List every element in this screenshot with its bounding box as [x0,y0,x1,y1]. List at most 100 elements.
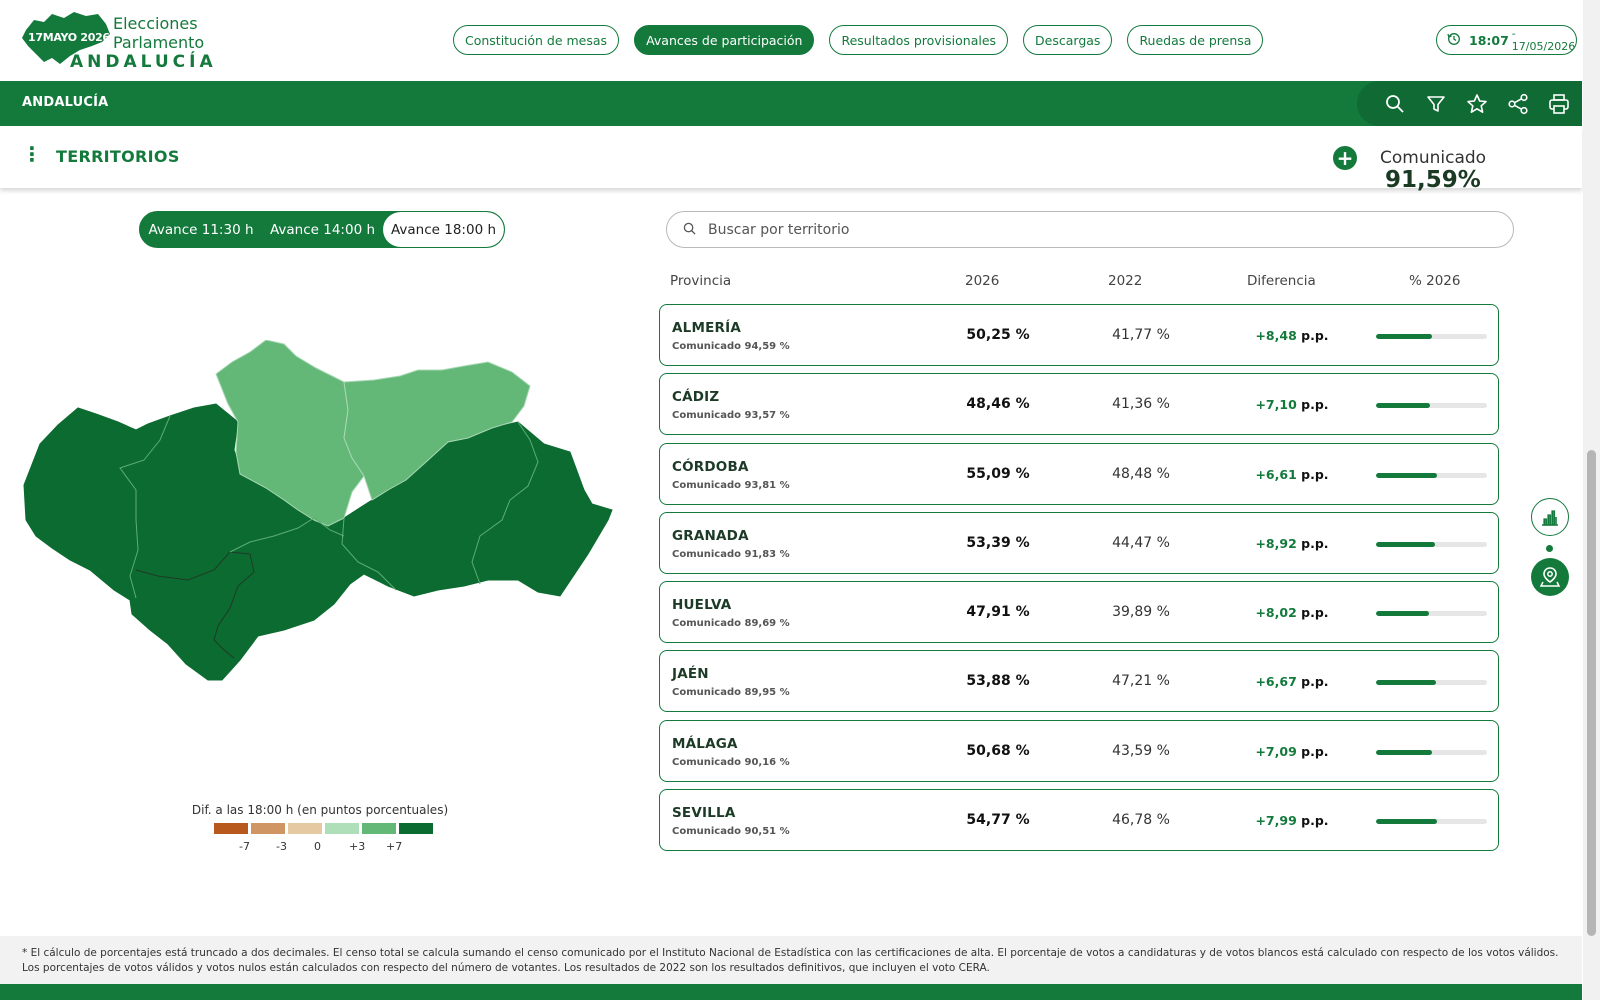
nav-descargas[interactable]: Descargas [1023,25,1113,55]
header-2022[interactable]: 2022 [1108,273,1143,289]
logo-text-elecciones: Elecciones [113,14,198,33]
andalucia-map [23,340,613,681]
province-comunicado: Comunicado 93,81 % [672,479,790,491]
province-comunicado: Comunicado 93,57 % [672,410,790,422]
nav-constitucion-mesas[interactable]: Constitución de mesas [453,25,620,55]
nav-resultados-provisionales[interactable]: Resultados provisionales [829,25,1009,55]
difference: +7,09 p.p. [1212,744,1372,759]
footnote: * El cálculo de porcentajes está truncad… [0,936,1582,984]
header-provincia[interactable]: Provincia [670,273,732,289]
table-row[interactable]: CÁDIZ Comunicado 93,57 % 48,46 % 41,36 % +7,… [659,373,1499,436]
province-name[interactable]: GRANADA [672,527,749,544]
header-diferencia[interactable]: Diferencia [1247,273,1316,289]
more-options-icon[interactable]: ⋮ [22,142,42,166]
table-row[interactable]: ALMERÍA Comunicado 94,59 % 50,25 % 41,77 % +… [659,304,1499,366]
view-switcher [1531,498,1571,596]
nav-ruedas-prensa[interactable]: Ruedas de prensa [1127,25,1264,55]
print-icon[interactable] [1547,92,1571,116]
header-2026[interactable]: 2026 [965,273,1000,289]
map-province-jaen[interactable] [343,361,531,501]
time-tabs: Avance 11:30 h Avance 14:00 h Avance 18:… [139,211,505,248]
toolbar [1357,81,1582,126]
province-comunicado: Comunicado 90,16 % [672,756,790,768]
province-list: ALMERÍA Comunicado 94,59 % 50,25 % 41,77 % +… [659,304,1499,858]
territories-header: ⋮ TERRITORIOS + Comunicado 91,59% [0,126,1582,193]
province-name[interactable]: MÁLAGA [672,735,738,752]
bar-chart-icon[interactable] [1531,498,1569,536]
province-comunicado: Comunicado 90,51 % [672,826,790,838]
difference: +6,61 p.p. [1212,467,1372,482]
participation-2022: 46,78 % [1112,812,1170,829]
active-indicator [1546,545,1553,552]
legend-swatch [288,823,322,834]
elections-logo[interactable]: 17MAYO 2026 Elecciones Parlamento ANDALU… [22,12,213,72]
participation-bar-fill [1376,819,1437,825]
map-border-sevilla-malaga [229,517,345,553]
province-name[interactable]: JAÉN [672,666,709,683]
map-pin-icon[interactable] [1531,558,1569,596]
difference: +8,48 p.p. [1212,328,1372,343]
share-icon[interactable] [1506,92,1530,116]
province-comunicado: Comunicado 94,59 % [672,341,790,352]
nav-avances-participacion[interactable]: Avances de participación [634,25,815,55]
comunicado-label: Comunicado [1380,148,1487,168]
filter-icon[interactable] [1424,92,1448,116]
expand-plus-icon[interactable]: + [1333,146,1357,170]
difference-value: +8,92 [1255,535,1297,551]
table-row[interactable]: SEVILLA Comunicado 90,51 % 54,77 % 46,78 % +… [659,789,1499,852]
update-clock[interactable]: 18:07 - 17/05/2026 [1436,25,1577,55]
legend-swatches [214,823,450,834]
participation-2022: 47,21 % [1112,673,1170,690]
participation-2022: 43,59 % [1112,742,1170,759]
difference-unit: p.p. [1301,466,1329,482]
page-scrollbar[interactable] [1583,0,1600,1000]
header-pct-2026[interactable]: % 2026 [1409,273,1461,289]
participation-2022: 48,48 % [1112,465,1170,482]
comunicado-summary: Comunicado 91,59% [1380,148,1582,194]
province-name[interactable]: CÁDIZ [672,389,720,406]
participation-bar-fill [1376,680,1436,686]
legend-swatch [399,823,433,834]
difference-value: +7,10 [1255,397,1297,413]
scrollbar-thumb[interactable] [1587,450,1596,936]
province-name[interactable]: ALMERÍA [672,320,741,336]
table-row[interactable]: JAÉN Comunicado 89,95 % 53,88 % 47,21 % +6,6… [659,650,1499,713]
participation-bar-fill [1376,611,1430,617]
province-comunicado: Comunicado 89,95 % [672,687,790,699]
participation-2022: 44,47 % [1112,534,1170,551]
province-name[interactable]: HUELVA [672,597,732,614]
participation-2026: 54,77 % [966,812,1030,829]
difference: +8,92 p.p. [1212,536,1372,551]
tab-avance-1800[interactable]: Avance 18:00 h [383,212,504,247]
participation-2026: 53,39 % [966,534,1030,551]
table-row[interactable]: HUELVA Comunicado 89,69 % 47,91 % 39,89 % +8… [659,581,1499,644]
refresh-icon [1447,32,1461,49]
participation-2022: 39,89 % [1112,604,1170,621]
table-row[interactable]: CÓRDOBA Comunicado 93,81 % 55,09 % 48,48 % +… [659,442,1499,505]
difference-unit: p.p. [1301,535,1329,551]
tab-avance-1400[interactable]: Avance 14:00 h [269,221,376,238]
participation-bar [1376,819,1487,825]
participation-bar [1376,611,1487,617]
search-placeholder: Buscar por territorio [708,221,850,238]
territory-search-input[interactable]: Buscar por territorio [666,211,1514,248]
search-icon[interactable] [1383,92,1407,116]
legend-label: 0 [314,840,321,853]
map-province-base [23,403,613,681]
difference-value: +7,09 [1255,743,1297,759]
province-name[interactable]: CÓRDOBA [672,458,749,475]
logo-text-parlamento: Parlamento [113,33,205,52]
clock-date: - 17/05/2026 [1511,27,1576,53]
difference-unit: p.p. [1301,813,1329,829]
clock-time: 18:07 [1469,32,1509,48]
tab-avance-1130[interactable]: Avance 11:30 h [148,221,254,238]
province-name[interactable]: SEVILLA [672,805,736,822]
star-icon[interactable] [1465,92,1489,116]
difference-unit: p.p. [1301,328,1329,343]
difference-unit: p.p. [1301,605,1329,621]
participation-bar-fill [1376,541,1436,547]
table-row[interactable]: MÁLAGA Comunicado 90,16 % 50,68 % 43,59 % +7… [659,719,1499,782]
participation-2026: 48,46 % [966,396,1030,413]
legend-label: +3 [349,840,366,853]
table-row[interactable]: GRANADA Comunicado 91,83 % 53,39 % 44,47 % +… [659,511,1499,574]
